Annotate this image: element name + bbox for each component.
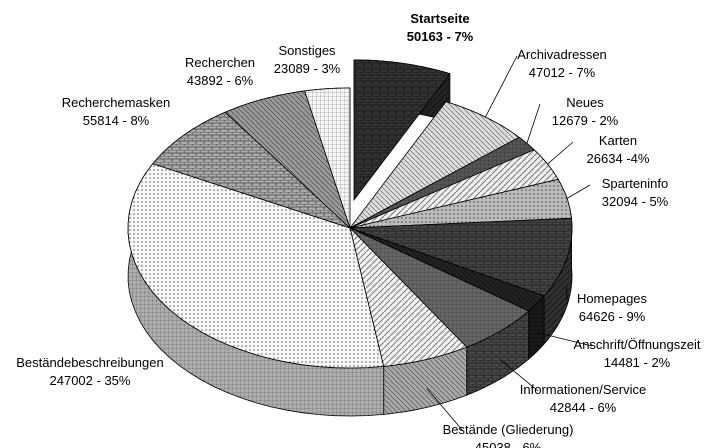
slice-value-label: 14481 - 2%: [604, 355, 671, 370]
slice-label: Archivadressen: [517, 47, 607, 62]
slice-texture: [350, 228, 529, 348]
slice-side-texture: [466, 311, 529, 396]
slice-value-label: 23089 - 3%: [274, 61, 341, 76]
slice-value-label: 45038 - 6%: [475, 440, 542, 448]
slice-texture: [350, 101, 519, 228]
slice-side-texture: [544, 218, 572, 344]
slice-label: Informationen/Service: [520, 382, 646, 397]
slice-value-label: 247002 - 35%: [50, 373, 131, 388]
leader-line: [485, 55, 518, 118]
slice-label: Anschrift/Öffnungszeit: [574, 337, 701, 352]
slice-texture: [152, 112, 350, 228]
slice-side-texture: [128, 163, 384, 416]
slice-texture: [350, 179, 572, 228]
slice-value-label: 43892 - 6%: [187, 73, 254, 88]
labels: Startseite 50163 - 7% Archivadressen 47012 …: [16, 11, 701, 448]
slice-value-label: 26634 -4%: [587, 151, 650, 166]
slice-texture: [128, 163, 384, 368]
slice-label: Startseite: [410, 11, 469, 26]
slice-value-label: 42844 - 6%: [550, 400, 617, 415]
slice-label: Bestände (Gliederung): [443, 422, 574, 437]
slice-label: Beständebeschreibungen: [16, 355, 163, 370]
slice-label: Sparteninfo: [602, 176, 669, 191]
slice-value-label: 64626 - 9%: [579, 309, 646, 324]
slice-texture: [350, 228, 545, 312]
slice-label: Neues: [566, 95, 604, 110]
leader-line: [536, 332, 593, 347]
slice-side-texture: [528, 295, 545, 360]
slice-texture: [350, 228, 467, 367]
slice-value-label: 47012 - 7%: [529, 65, 596, 80]
slice-texture: [350, 218, 572, 296]
slice-texture: [225, 91, 350, 228]
slice-label: Karten: [599, 133, 637, 148]
leader-line: [526, 103, 541, 144]
slice-value-label: 55814 - 8%: [83, 113, 150, 128]
slice-texture: [350, 137, 535, 228]
slice-label: Homepages: [577, 291, 648, 306]
leader-line: [426, 387, 464, 432]
slice-texture: [350, 149, 559, 228]
slice-label: Recherchemasken: [62, 95, 170, 110]
slice-value-label: 32094 - 5%: [602, 194, 669, 209]
leader-line: [566, 184, 591, 199]
leader-line: [547, 141, 574, 165]
slice-texture: [304, 88, 350, 228]
slice-value-label: 12679 - 2%: [552, 113, 619, 128]
slice-value-label: 50163 - 7%: [407, 29, 474, 44]
leader-line: [500, 359, 539, 392]
pie-tops: [127, 59, 573, 369]
slice-label: Sonstiges: [278, 43, 336, 58]
slice-label: Recherchen: [185, 55, 255, 70]
slice-texture: [354, 59, 450, 200]
